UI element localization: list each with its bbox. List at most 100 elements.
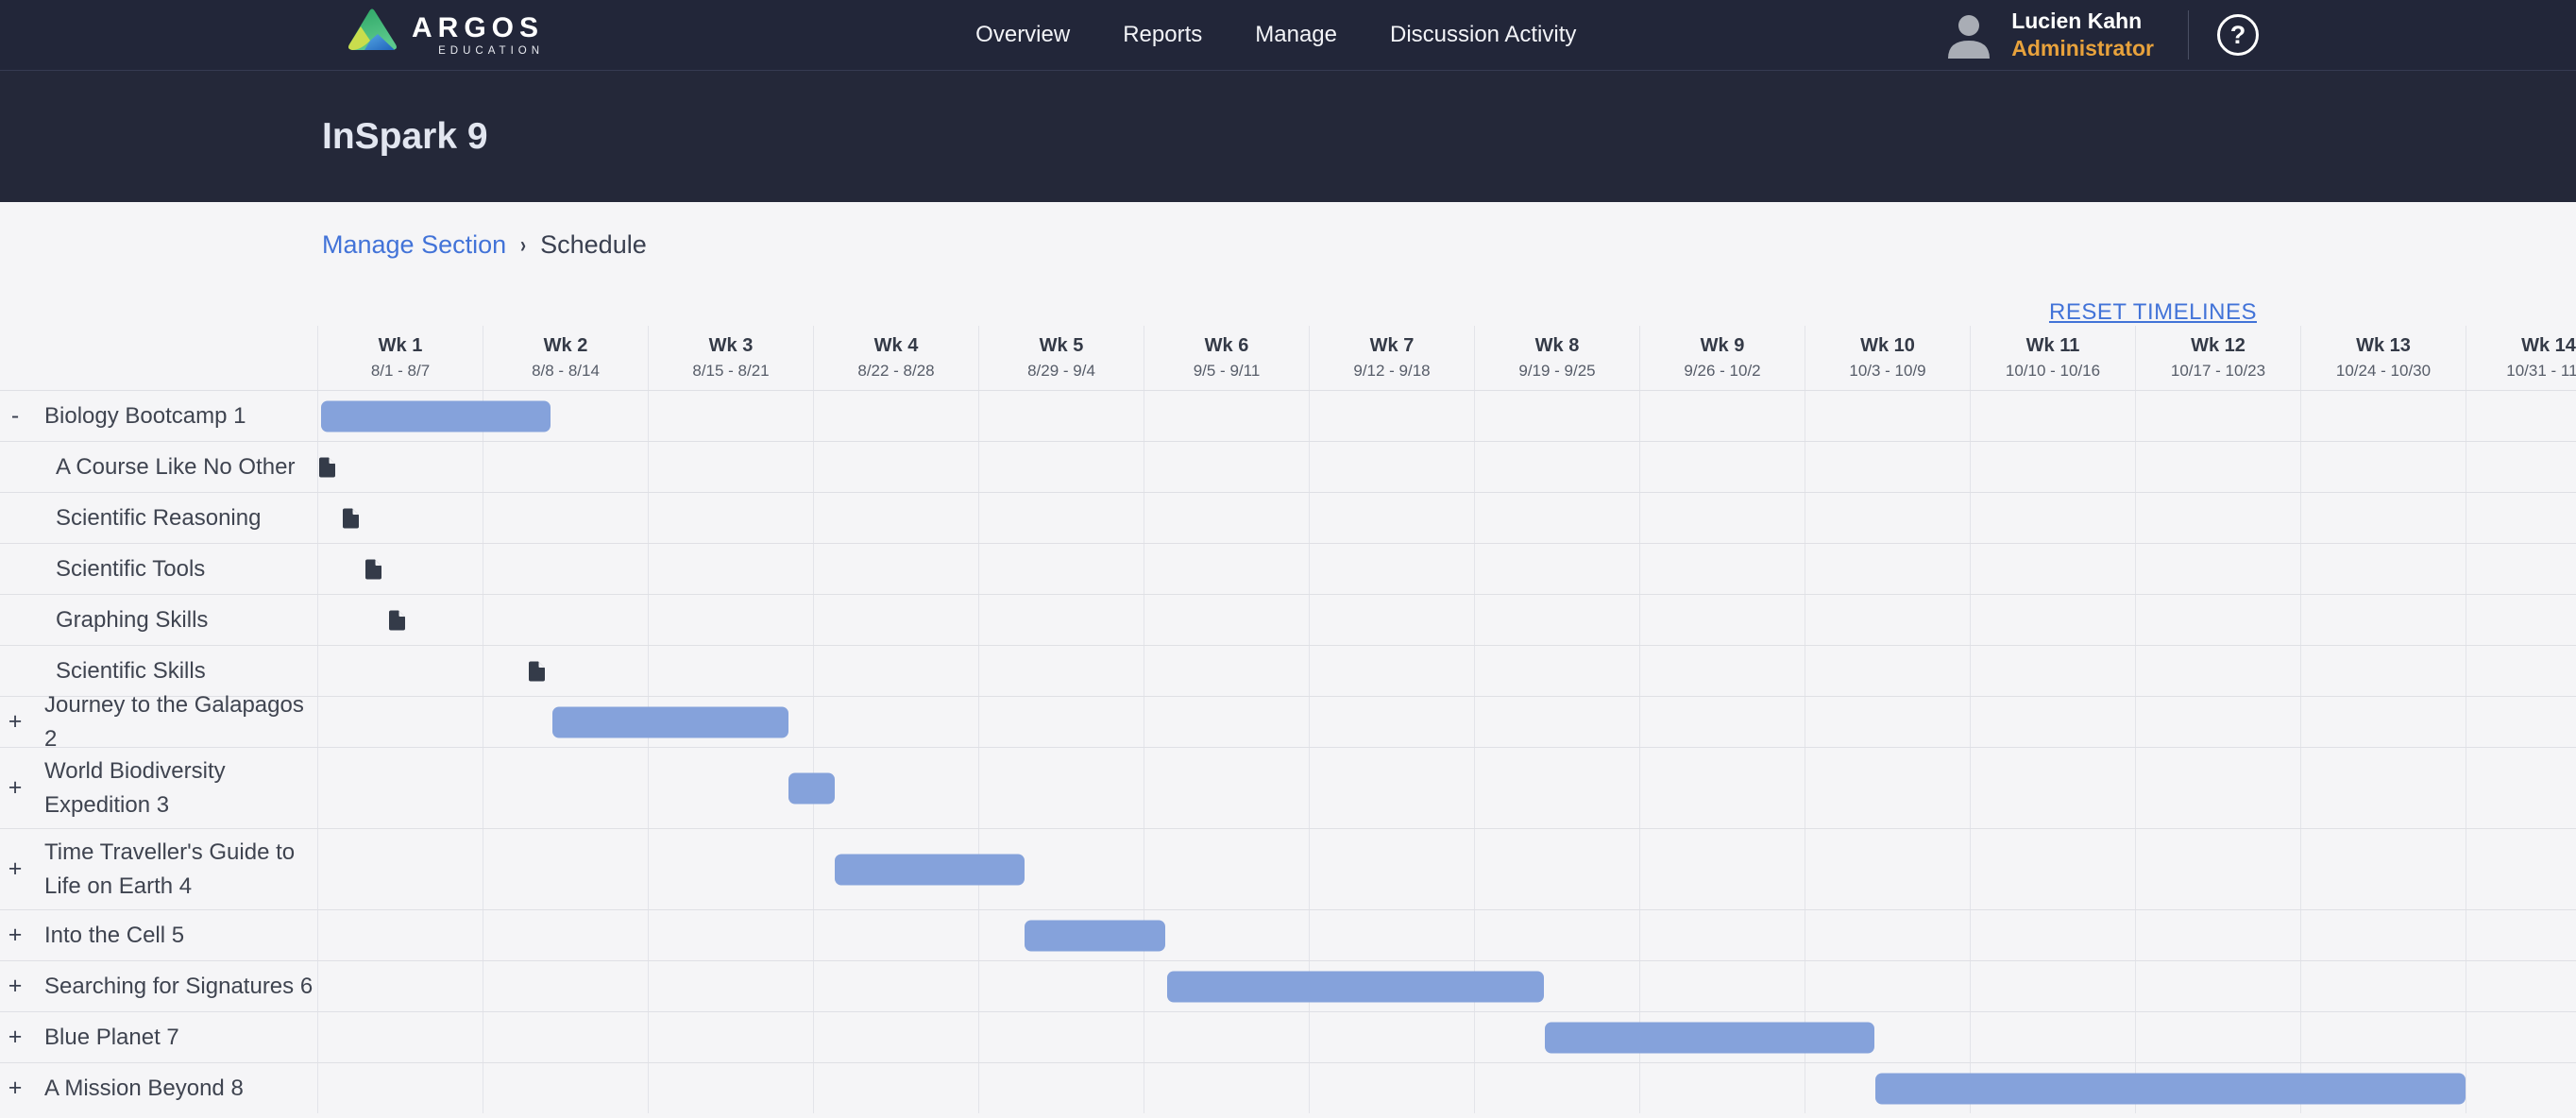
schedule-row: Scientific Skills [0, 645, 2576, 696]
week-header-12: Wk 12 10/17 - 10/23 [2135, 326, 2300, 390]
row-label: Into the Cell 5 [44, 922, 185, 948]
page-title: InSpark 9 [322, 115, 488, 157]
help-icon[interactable]: ? [2217, 14, 2259, 56]
breadcrumb-manage-section[interactable]: Manage Section [322, 230, 507, 259]
expand-toggle-icon[interactable]: + [8, 1024, 23, 1050]
row-label-cell: + A Mission Beyond 8 [0, 1063, 317, 1113]
timeline-bar[interactable] [834, 854, 1025, 885]
row-label: Searching for Signatures 6 [44, 973, 314, 999]
week-label: Wk 10 [1860, 335, 1915, 356]
nav-overview[interactable]: Overview [975, 22, 1071, 47]
row-label-cell: + Into the Cell 5 [0, 910, 317, 960]
week-label: Wk 2 [543, 335, 588, 356]
row-label-cell: + World Biodiversity Expedition 3 [0, 748, 317, 828]
row-timeline [317, 1063, 2576, 1113]
document-icon[interactable] [529, 661, 546, 681]
row-label-cell: + Searching for Signatures 6 [0, 961, 317, 1011]
week-header-3: Wk 3 8/15 - 8/21 [648, 326, 813, 390]
brand-name: ARGOS [412, 11, 545, 43]
document-icon[interactable] [319, 457, 335, 477]
nav-divider [2188, 10, 2189, 59]
row-label-cell: A Course Like No Other [0, 442, 317, 492]
row-label-cell: Scientific Reasoning [0, 493, 317, 543]
row-timeline [317, 1012, 2576, 1062]
chevron-right-icon: › [520, 231, 527, 258]
nav-reports[interactable]: Reports [1123, 22, 1203, 47]
row-label: Scientific Skills [56, 657, 206, 684]
row-label: Biology Bootcamp 1 [44, 402, 246, 429]
row-timeline [317, 544, 2576, 594]
row-timeline [317, 748, 2576, 828]
expand-toggle-icon[interactable]: + [8, 708, 23, 735]
week-label: Wk 11 [2025, 335, 2080, 356]
schedule-row: - Biology Bootcamp 1 [0, 390, 2576, 441]
week-dates: 8/29 - 9/4 [1027, 362, 1095, 380]
row-label-cell: + Time Traveller's Guide to Life on Earth… [0, 829, 317, 909]
row-timeline [317, 646, 2576, 696]
expand-toggle-icon[interactable]: + [8, 973, 23, 999]
schedule-row: + Into the Cell 5 [0, 909, 2576, 960]
row-label: Graphing Skills [56, 606, 209, 633]
week-dates: 10/17 - 10/23 [2170, 362, 2266, 380]
week-header-row: Wk 1 8/1 - 8/7 Wk 2 8/8 - 8/14 Wk 3 8/15 - 8/… [0, 326, 2576, 390]
row-label: Journey to the Galapagos 2 [44, 691, 304, 752]
row-timeline [317, 442, 2576, 492]
collapse-toggle-icon[interactable]: - [10, 402, 20, 429]
week-dates: 10/10 - 10/16 [2005, 362, 2101, 380]
timeline-bar[interactable] [1545, 1022, 1874, 1053]
reset-timelines-link[interactable]: RESET TIMELINES [2048, 299, 2257, 325]
row-label: Scientific Reasoning [56, 504, 262, 531]
row-label: Blue Planet 7 [44, 1024, 179, 1050]
week-label: Wk 14 [2521, 335, 2576, 356]
week-label: Wk 6 [1204, 335, 1249, 356]
week-label: Wk 1 [378, 335, 423, 356]
user-menu[interactable]: Lucien Kahn Administrator ? [1943, 8, 2259, 62]
row-label-cell: Scientific Skills [0, 646, 317, 696]
week-label: Wk 9 [1700, 335, 1745, 356]
nav-manage[interactable]: Manage [1255, 22, 1337, 47]
timeline-bar[interactable] [551, 706, 788, 737]
week-dates: 10/24 - 10/30 [2335, 362, 2432, 380]
timeline-bar[interactable] [1875, 1073, 2466, 1104]
week-dates: 8/1 - 8/7 [370, 362, 431, 380]
timeline-bar[interactable] [788, 772, 835, 804]
week-header-11: Wk 11 10/10 - 10/16 [1970, 326, 2135, 390]
document-icon[interactable] [342, 508, 359, 528]
week-header-spacer [0, 326, 317, 390]
schedule-gantt: Wk 1 8/1 - 8/7 Wk 2 8/8 - 8/14 Wk 3 8/15 - 8/… [0, 326, 2576, 1113]
expand-toggle-icon[interactable]: + [8, 774, 23, 801]
avatar-icon [1943, 9, 1994, 60]
argos-logo[interactable]: ARGOS EDUCATION [346, 8, 544, 63]
row-timeline [317, 493, 2576, 543]
week-label: Wk 3 [708, 335, 754, 356]
row-timeline [317, 697, 2576, 747]
week-header-10: Wk 10 10/3 - 10/9 [1805, 326, 1970, 390]
week-label: Wk 8 [1534, 335, 1580, 356]
nav-discussion-activity[interactable]: Discussion Activity [1389, 22, 1577, 47]
week-header-5: Wk 5 8/29 - 9/4 [978, 326, 1144, 390]
week-header-13: Wk 13 10/24 - 10/30 [2300, 326, 2466, 390]
expand-toggle-icon[interactable]: + [8, 1075, 23, 1101]
week-dates: 9/5 - 9/11 [1193, 362, 1261, 380]
week-header-14: Wk 14 10/31 - 11/6 [2466, 326, 2576, 390]
document-icon[interactable] [365, 559, 381, 579]
row-timeline [317, 910, 2576, 960]
week-header-4: Wk 4 8/22 - 8/28 [813, 326, 978, 390]
schedule-row: Graphing Skills [0, 594, 2576, 645]
timeline-bar[interactable] [321, 400, 551, 432]
schedule-row: Scientific Reasoning [0, 492, 2576, 543]
row-label-cell: + Journey to the Galapagos 2 [0, 692, 317, 752]
row-label: A Course Like No Other [56, 453, 296, 480]
row-label: A Mission Beyond 8 [44, 1075, 244, 1101]
timeline-bar[interactable] [1025, 920, 1165, 951]
week-label: Wk 7 [1369, 335, 1415, 356]
row-timeline [317, 961, 2576, 1011]
timeline-bar[interactable] [1166, 971, 1544, 1002]
expand-toggle-icon[interactable]: + [8, 855, 23, 882]
document-icon[interactable] [388, 610, 405, 630]
expand-toggle-icon[interactable]: + [8, 922, 23, 948]
schedule-row: + A Mission Beyond 8 [0, 1062, 2576, 1113]
week-dates: 10/3 - 10/9 [1849, 362, 1926, 380]
week-dates: 10/31 - 11/6 [2506, 362, 2576, 380]
